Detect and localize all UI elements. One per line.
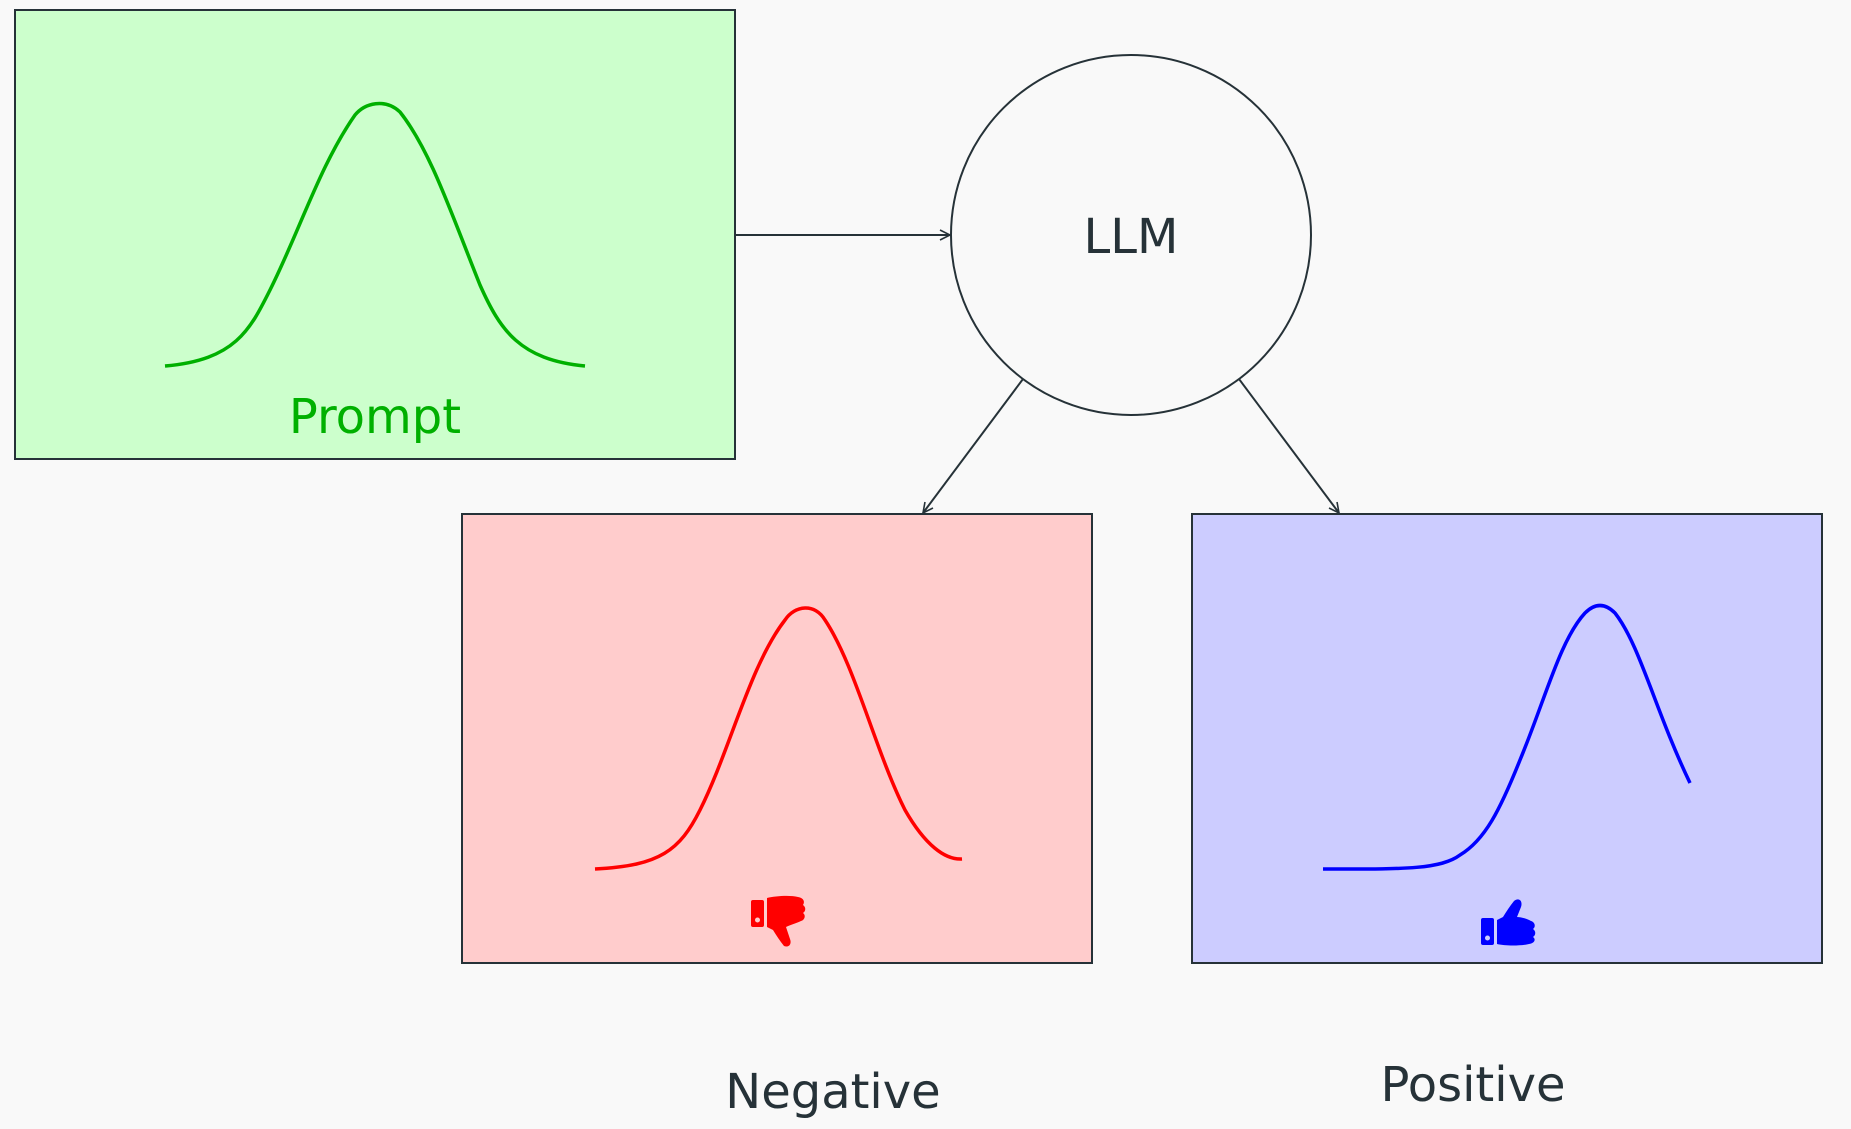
thumbs-up-icon — [1481, 899, 1536, 946]
llm-label: LLM — [1084, 209, 1179, 265]
positive-distribution-curve — [1322, 603, 1692, 871]
edge-llm-to-positive — [1238, 378, 1339, 513]
prompt-distribution-curve — [164, 101, 586, 368]
negative-label: Negative — [725, 1064, 940, 1120]
negative-box — [461, 513, 1093, 964]
llm-node: LLM — [950, 54, 1312, 416]
prompt-label: Prompt — [289, 389, 461, 445]
negative-distribution-curve — [594, 606, 963, 871]
positive-node: Positive — [1191, 513, 1823, 1113]
prompt-node: Prompt — [14, 9, 736, 460]
positive-box — [1191, 513, 1823, 964]
negative-node: Negative — [461, 513, 1093, 1120]
prompt-box — [14, 9, 736, 460]
thumbs-down-icon — [751, 895, 806, 947]
positive-label: Positive — [1380, 1057, 1565, 1113]
edge-llm-to-negative — [923, 378, 1024, 513]
llm-circle — [950, 54, 1312, 416]
